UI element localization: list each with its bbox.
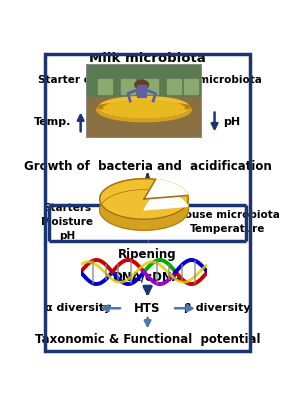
Polygon shape (148, 180, 189, 197)
Text: β diversity: β diversity (183, 303, 250, 313)
Text: Starter cultures: Starter cultures (38, 75, 132, 85)
Bar (86, 64, 202, 97)
Polygon shape (144, 190, 188, 210)
Text: Taxonomic & Functional  potential: Taxonomic & Functional potential (35, 332, 260, 346)
Text: Growth of  bacteria and  acidification: Growth of bacteria and acidification (24, 160, 272, 173)
Bar (98, 79, 112, 94)
Text: pH: pH (223, 117, 240, 127)
Polygon shape (100, 179, 188, 230)
Bar (121, 79, 135, 94)
Polygon shape (100, 190, 188, 230)
Ellipse shape (104, 100, 184, 116)
Bar (86, 97, 202, 138)
Text: Temp.: Temp. (34, 117, 72, 127)
Polygon shape (144, 180, 188, 199)
Text: Ripening: Ripening (118, 248, 177, 261)
Bar (167, 79, 181, 94)
Ellipse shape (97, 98, 191, 122)
Polygon shape (100, 179, 188, 219)
Text: Starters
Moisture
pH: Starters Moisture pH (41, 203, 93, 241)
Bar (137, 85, 146, 97)
Text: α diversity: α diversity (45, 303, 111, 313)
Text: HTS: HTS (134, 302, 161, 315)
Text: House microbiota
Temperature: House microbiota Temperature (176, 210, 280, 234)
Bar (144, 79, 158, 94)
Ellipse shape (99, 96, 189, 117)
Circle shape (135, 80, 149, 89)
Bar (184, 79, 198, 94)
Polygon shape (148, 180, 188, 208)
Text: House microbiota: House microbiota (158, 75, 262, 85)
Text: DNA/cDNA: DNA/cDNA (113, 271, 182, 284)
Text: Milk microbiota: Milk microbiota (89, 52, 206, 65)
